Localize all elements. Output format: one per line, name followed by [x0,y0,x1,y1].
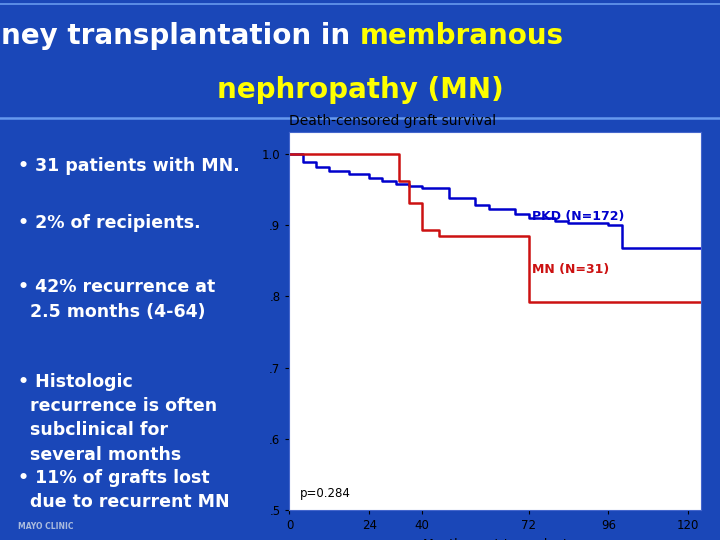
Text: • 11% of grafts lost
  due to recurrent MN: • 11% of grafts lost due to recurrent MN [18,469,230,511]
Text: Death-censored graft survival: Death-censored graft survival [289,114,497,129]
Text: • 42% recurrence at
  2.5 months (4-64): • 42% recurrence at 2.5 months (4-64) [18,279,215,321]
Text: PKD (N=172): PKD (N=172) [532,210,624,223]
X-axis label: Months post-transplant: Months post-transplant [423,538,568,540]
Text: • 2% of recipients.: • 2% of recipients. [18,213,201,232]
Text: p=0.284: p=0.284 [300,487,350,500]
Text: MN (N=31): MN (N=31) [532,263,609,276]
Text: Kidney transplantation in: Kidney transplantation in [0,23,360,50]
Text: MAYO CLINIC: MAYO CLINIC [18,522,73,531]
Text: • Histologic
  recurrence is often
  subclinical for
  several months: • Histologic recurrence is often subclin… [18,373,217,463]
Text: • 31 patients with MN.: • 31 patients with MN. [18,157,240,175]
Text: membranous: membranous [360,23,564,50]
Text: nephropathy (MN): nephropathy (MN) [217,76,503,104]
